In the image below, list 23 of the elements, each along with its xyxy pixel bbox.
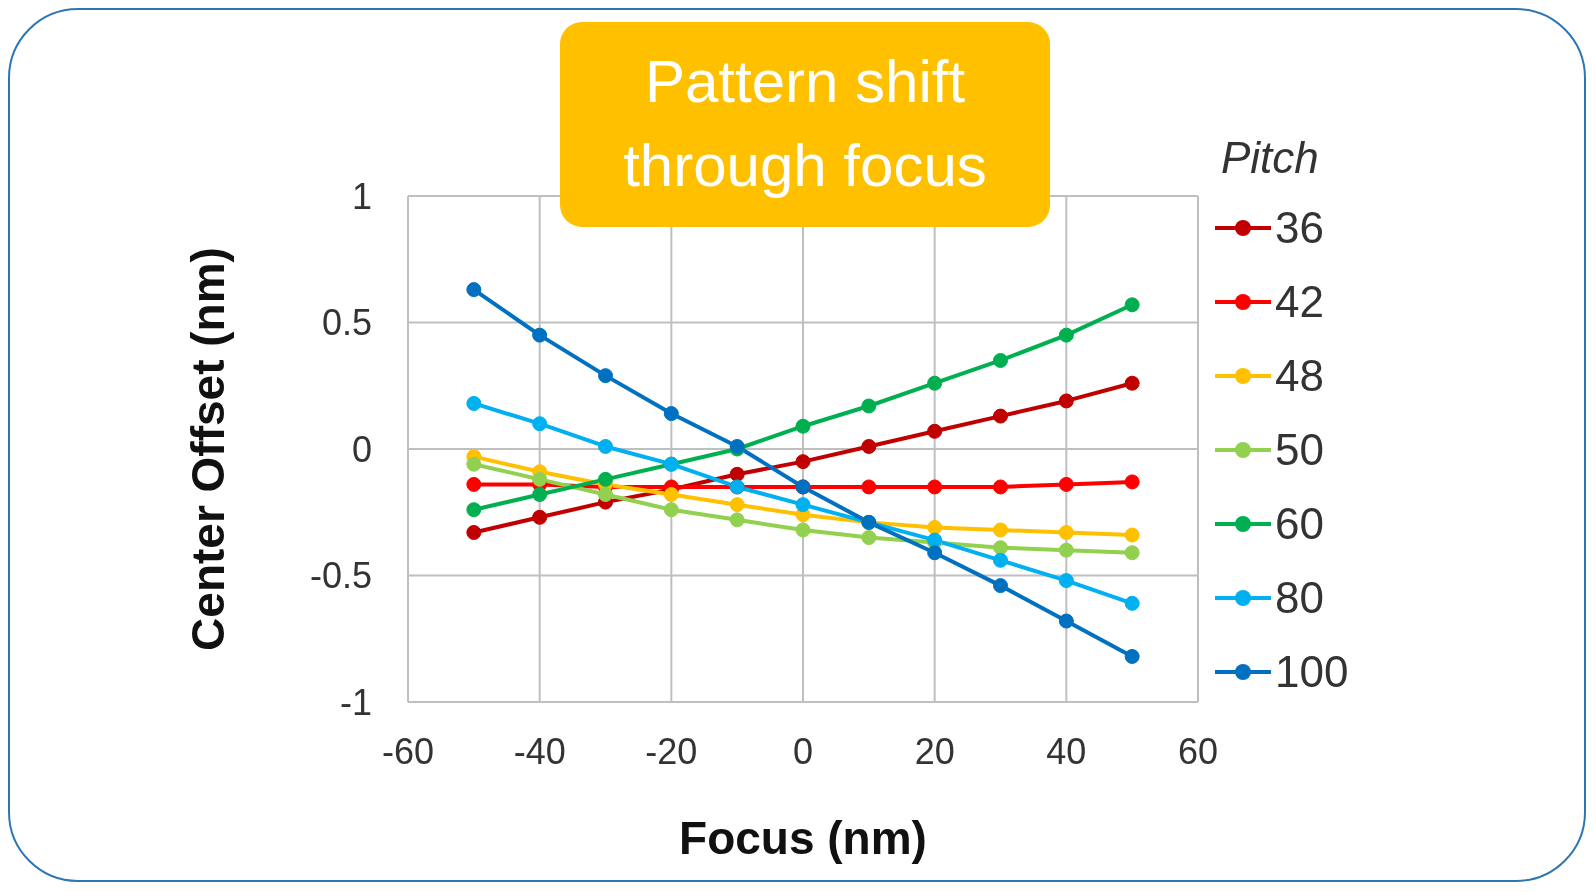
x-tick-label: 20	[914, 730, 955, 772]
chart-title: Pattern shift through focus	[560, 22, 1050, 227]
x-axis-title: Focus (nm)	[679, 812, 927, 864]
y-tick-label: 1	[351, 175, 372, 217]
y-axis-title: Center Offset (nm)	[182, 247, 235, 651]
x-tick-label: -60	[381, 730, 435, 772]
y-tick-label: 0	[351, 428, 372, 470]
x-tick-label: 40	[1046, 730, 1087, 772]
x-tick-label: -20	[645, 730, 698, 772]
y-tick-label: -1	[339, 681, 372, 723]
x-tick-label: 60	[1177, 730, 1219, 772]
legend-label: 50	[1275, 425, 1324, 475]
legend-title: Pitch	[1221, 133, 1320, 183]
legend-label: 42	[1275, 277, 1324, 327]
legend-label: 36	[1275, 203, 1324, 253]
legend-label: 60	[1275, 499, 1324, 549]
x-tick-label: 0	[792, 730, 814, 772]
y-tick-label: 0.5	[321, 302, 372, 344]
x-tick-label: -40	[513, 730, 566, 772]
legend-label: 80	[1275, 573, 1324, 623]
legend-label: 100	[1275, 647, 1349, 697]
legend-label: 48	[1275, 351, 1324, 401]
y-tick-label: -0.5	[309, 555, 372, 597]
